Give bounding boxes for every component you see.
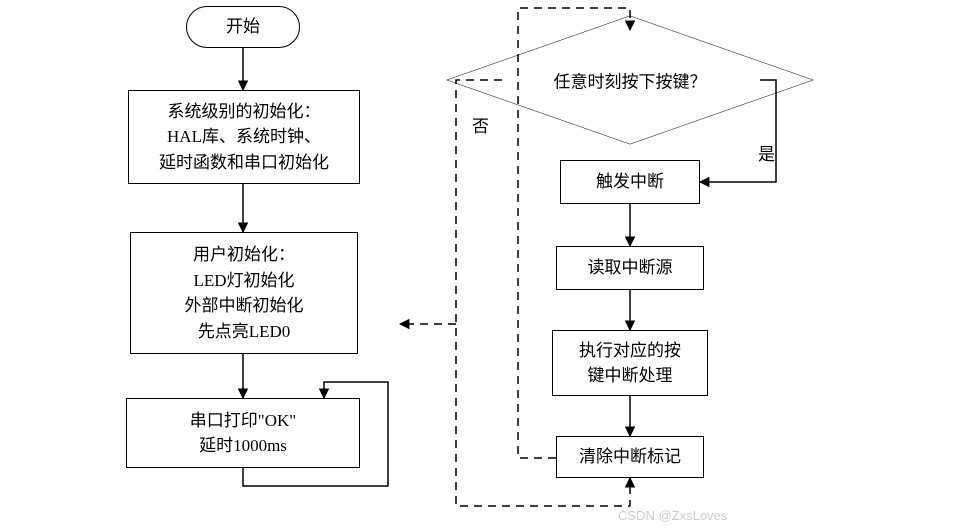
node-trig-line-0: 触发中断 bbox=[596, 169, 664, 195]
node-start: 开始 bbox=[186, 6, 300, 48]
node-trig: 触发中断 bbox=[560, 160, 700, 204]
node-userinit-line-2: 外部中断初始化 bbox=[185, 293, 304, 319]
node-clear: 清除中断标记 bbox=[556, 436, 704, 478]
node-sysinit-line-1: HAL库、系统时钟、 bbox=[167, 124, 321, 150]
node-sysinit-line-2: 延时函数和串口初始化 bbox=[159, 150, 329, 176]
edge-label-0: 否 bbox=[472, 112, 489, 137]
node-exec-line-1: 键中断处理 bbox=[588, 363, 673, 389]
node-userinit-line-1: LED灯初始化 bbox=[193, 268, 294, 294]
node-exec: 执行对应的按键中断处理 bbox=[552, 330, 708, 396]
node-clear-line-0: 清除中断标记 bbox=[579, 444, 681, 470]
node-userinit-line-3: 先点亮LED0 bbox=[198, 319, 291, 345]
node-loop: 串口打印"OK"延时1000ms bbox=[126, 398, 360, 468]
node-exec-line-0: 执行对应的按 bbox=[579, 338, 681, 364]
node-sysinit-line-0: 系统级别的初始化： bbox=[168, 99, 321, 125]
node-read-line-0: 读取中断源 bbox=[588, 255, 673, 281]
node-loop-line-0: 串口打印"OK" bbox=[190, 408, 296, 434]
node-sysinit: 系统级别的初始化：HAL库、系统时钟、延时函数和串口初始化 bbox=[128, 90, 360, 184]
node-read: 读取中断源 bbox=[556, 246, 704, 290]
node-userinit: 用户初始化：LED灯初始化外部中断初始化先点亮LED0 bbox=[130, 232, 358, 354]
edge-label-1: 是 bbox=[758, 140, 775, 165]
node-userinit-line-0: 用户初始化： bbox=[193, 242, 295, 268]
node-start-line-0: 开始 bbox=[226, 14, 260, 40]
node-keydec-label: 任意时刻按下按键？ bbox=[500, 68, 760, 93]
node-loop-line-1: 延时1000ms bbox=[199, 433, 287, 459]
watermark: CSDN @ZxsLoves bbox=[618, 508, 727, 523]
